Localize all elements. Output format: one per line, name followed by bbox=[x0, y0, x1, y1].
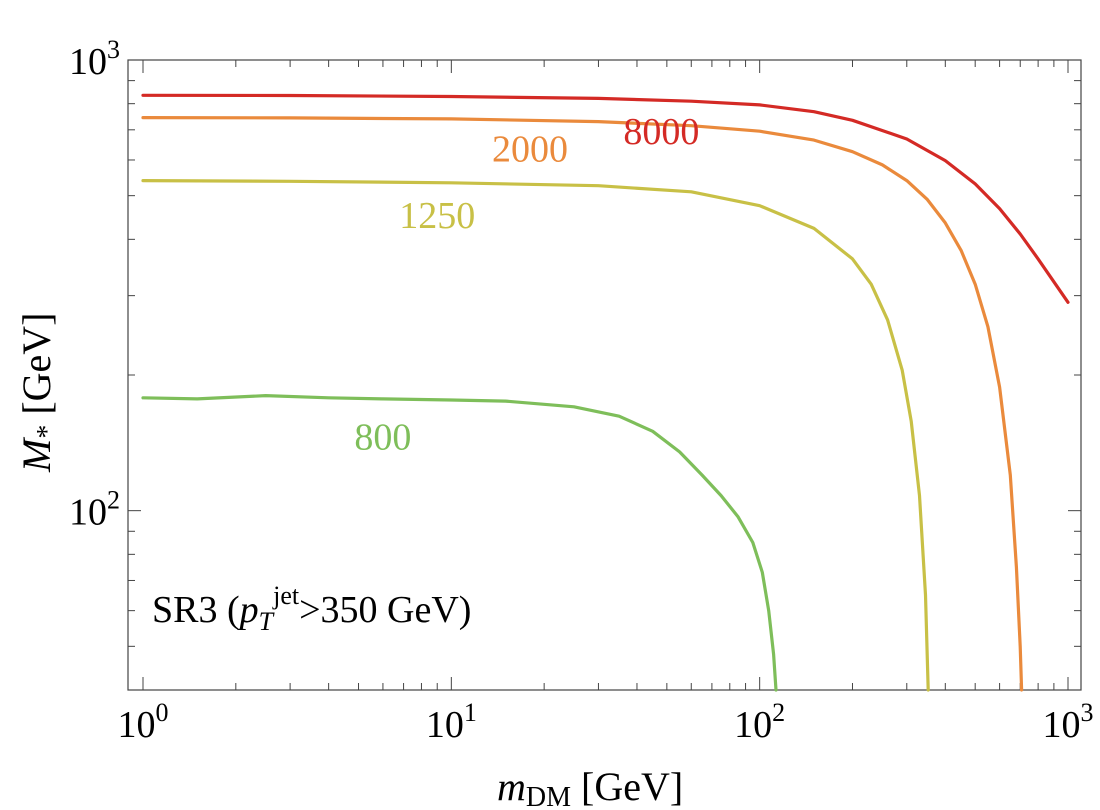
y-tick-label: 103 bbox=[69, 35, 120, 83]
x-tick-label: 100 bbox=[118, 698, 169, 746]
plot-frame bbox=[127, 59, 1082, 691]
series-line-800 bbox=[141, 394, 778, 692]
series-line-1250 bbox=[141, 179, 930, 692]
x-tick-label: 103 bbox=[1043, 698, 1094, 746]
series-label-2000: 2000 bbox=[492, 128, 568, 170]
series-label-800: 800 bbox=[354, 416, 411, 458]
y-tick-labels: 102 103 bbox=[69, 35, 120, 534]
y-tick-label: 102 bbox=[69, 486, 120, 534]
x-tick-label: 102 bbox=[734, 698, 785, 746]
x-tick-labels: 100 101 102 103 bbox=[118, 698, 1094, 746]
x-tick-label: 101 bbox=[426, 698, 477, 746]
series-label-8000: 8000 bbox=[623, 111, 699, 153]
series-label-1250: 1250 bbox=[399, 195, 475, 237]
minor-ticks bbox=[128, 59, 1081, 691]
series-labels: 8000 2000 1250 800 bbox=[354, 111, 699, 458]
y-axis-title: M* [GeV] bbox=[14, 313, 63, 474]
series-lines bbox=[141, 93, 1070, 692]
series-line-8000 bbox=[141, 93, 1070, 304]
x-axis-title: mDM [GeV] bbox=[497, 764, 683, 810]
region-annotation: SR3 (pTjet>350 GeV) bbox=[152, 581, 471, 636]
series-line-2000 bbox=[141, 116, 1024, 692]
plot-border bbox=[127, 59, 1082, 691]
